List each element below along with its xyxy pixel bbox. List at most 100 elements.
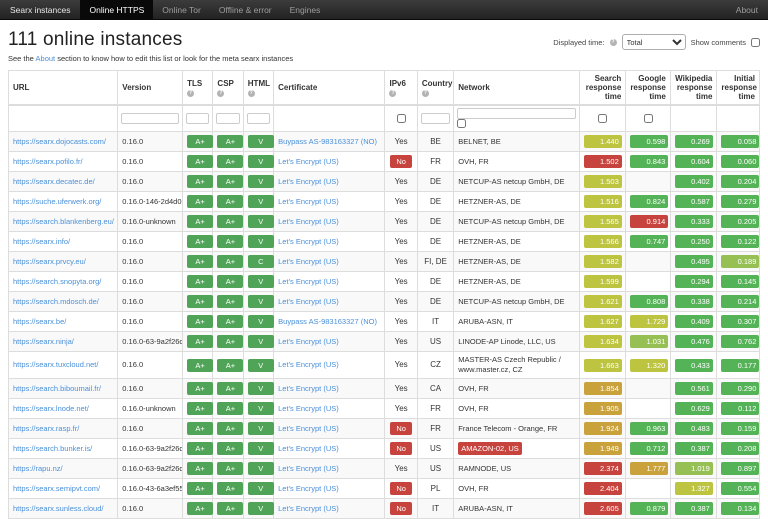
csp-grade-badge[interactable]: A+ bbox=[217, 482, 244, 495]
network-filter-input[interactable] bbox=[457, 108, 576, 119]
tls-grade-badge[interactable]: A+ bbox=[187, 462, 214, 475]
nav-about-link[interactable]: About bbox=[735, 5, 758, 15]
tls-info-icon[interactable]: ? bbox=[187, 89, 195, 97]
instance-url-link[interactable]: https://searx.decatec.de/ bbox=[13, 176, 95, 186]
displayed-time-select[interactable]: Total bbox=[621, 34, 686, 50]
instance-url-link[interactable]: https://searx.sunless.cloud/ bbox=[13, 503, 104, 513]
instance-url-link[interactable]: https://suche.uferwerk.org/ bbox=[13, 196, 102, 206]
tls-grade-badge[interactable]: A+ bbox=[187, 382, 214, 395]
tls-grade-badge[interactable]: A+ bbox=[187, 295, 214, 308]
html-grade-badge[interactable]: V bbox=[247, 382, 274, 395]
html-grade-badge[interactable]: V bbox=[247, 295, 274, 308]
instance-url-link[interactable]: https://searx.dojocasts.com/ bbox=[13, 136, 106, 146]
certificate-link[interactable]: Let's Encrypt (US) bbox=[278, 236, 339, 246]
html-grade-badge[interactable]: V bbox=[247, 155, 274, 168]
csp-grade-badge[interactable]: A+ bbox=[217, 275, 244, 288]
certificate-link[interactable]: Let's Encrypt (US) bbox=[278, 336, 339, 346]
csp-grade-badge[interactable]: A+ bbox=[217, 502, 244, 515]
tls-grade-badge[interactable]: A+ bbox=[187, 235, 214, 248]
certificate-link[interactable]: Let's Encrypt (US) bbox=[278, 463, 339, 473]
csp-grade-badge[interactable]: A+ bbox=[217, 155, 244, 168]
html-filter-input[interactable] bbox=[246, 113, 271, 124]
ipv6-filter-checkbox[interactable] bbox=[396, 113, 406, 123]
tls-grade-badge[interactable]: A+ bbox=[187, 482, 214, 495]
html-grade-badge[interactable]: V bbox=[247, 422, 274, 435]
html-grade-badge[interactable]: V bbox=[247, 315, 274, 328]
csp-grade-badge[interactable]: A+ bbox=[217, 358, 244, 372]
country-filter-input[interactable] bbox=[420, 113, 451, 124]
csp-info-icon[interactable]: ? bbox=[217, 89, 225, 97]
instance-url-link[interactable]: https://searx.rasp.fr/ bbox=[13, 423, 80, 433]
instance-url-link[interactable]: https://searx.prvcy.eu/ bbox=[13, 256, 86, 266]
csp-grade-badge[interactable]: A+ bbox=[217, 215, 244, 228]
certificate-link[interactable]: Let's Encrypt (US) bbox=[278, 423, 339, 433]
html-info-icon[interactable]: ? bbox=[247, 89, 255, 97]
tab-offline-error[interactable]: Offline & error bbox=[218, 5, 272, 15]
tls-filter-input[interactable] bbox=[186, 113, 210, 124]
tls-grade-badge[interactable]: A+ bbox=[187, 175, 214, 188]
html-grade-badge[interactable]: V bbox=[247, 462, 274, 475]
html-grade-badge[interactable]: V bbox=[247, 502, 274, 515]
ipv6-info-icon[interactable]: ? bbox=[389, 89, 397, 97]
instance-url-link[interactable]: https://searx.semipvt.com/ bbox=[13, 483, 101, 493]
tls-grade-badge[interactable]: A+ bbox=[187, 135, 214, 148]
certificate-link[interactable]: Let's Encrypt (US) bbox=[278, 296, 339, 306]
tab-online-https[interactable]: Online HTTPS bbox=[80, 0, 154, 19]
certificate-link[interactable]: Let's Encrypt (US) bbox=[278, 503, 339, 513]
search-time-filter-checkbox[interactable] bbox=[598, 113, 608, 123]
instance-url-link[interactable]: https://search.biboumail.fr/ bbox=[13, 383, 101, 393]
instance-url-link[interactable]: https://searx.be/ bbox=[13, 316, 67, 326]
certificate-link[interactable]: Let's Encrypt (US) bbox=[278, 156, 339, 166]
csp-grade-badge[interactable]: A+ bbox=[217, 422, 244, 435]
tls-grade-badge[interactable]: A+ bbox=[187, 155, 214, 168]
displayed-time-info-icon[interactable]: ? bbox=[609, 38, 617, 46]
certificate-link[interactable]: Let's Encrypt (US) bbox=[278, 216, 339, 226]
html-grade-badge[interactable]: V bbox=[247, 235, 274, 248]
instance-url-link[interactable]: https://rapu.nz/ bbox=[13, 463, 63, 473]
certificate-link[interactable]: Buypass AS-983163327 (NO) bbox=[278, 136, 377, 146]
version-filter-input[interactable] bbox=[121, 113, 180, 124]
country-info-icon[interactable]: ? bbox=[421, 89, 429, 97]
about-link[interactable]: About bbox=[35, 54, 56, 63]
csp-grade-badge[interactable]: A+ bbox=[217, 442, 244, 455]
instance-url-link[interactable]: https://search.mdosch.de/ bbox=[13, 296, 99, 306]
tls-grade-badge[interactable]: A+ bbox=[187, 442, 214, 455]
html-grade-badge[interactable]: V bbox=[247, 135, 274, 148]
html-grade-badge[interactable]: V bbox=[247, 402, 274, 415]
csp-grade-badge[interactable]: A+ bbox=[217, 255, 244, 268]
tab-online-tor[interactable]: Online Tor bbox=[162, 5, 201, 15]
tls-grade-badge[interactable]: A+ bbox=[187, 335, 214, 348]
instance-url-link[interactable]: https://searx.ninja/ bbox=[13, 336, 74, 346]
tls-grade-badge[interactable]: A+ bbox=[187, 402, 214, 415]
tls-grade-badge[interactable]: A+ bbox=[187, 195, 214, 208]
tab-engines[interactable]: Engines bbox=[289, 5, 321, 15]
tls-grade-badge[interactable]: A+ bbox=[187, 215, 214, 228]
certificate-link[interactable]: Let's Encrypt (US) bbox=[278, 196, 339, 206]
csp-grade-badge[interactable]: A+ bbox=[217, 195, 244, 208]
html-grade-badge[interactable]: V bbox=[247, 442, 274, 455]
tls-grade-badge[interactable]: A+ bbox=[187, 358, 214, 372]
certificate-link[interactable]: Buypass AS-983163327 (NO) bbox=[278, 316, 377, 326]
tls-grade-badge[interactable]: A+ bbox=[187, 315, 214, 328]
certificate-link[interactable]: Let's Encrypt (US) bbox=[278, 276, 339, 286]
csp-grade-badge[interactable]: A+ bbox=[217, 315, 244, 328]
tls-grade-badge[interactable]: A+ bbox=[187, 255, 214, 268]
certificate-link[interactable]: Let's Encrypt (US) bbox=[278, 256, 339, 266]
instance-url-link[interactable]: https://search.snopyta.org/ bbox=[13, 276, 102, 286]
csp-grade-badge[interactable]: A+ bbox=[217, 462, 244, 475]
html-grade-badge[interactable]: V bbox=[247, 275, 274, 288]
csp-filter-input[interactable] bbox=[216, 113, 240, 124]
network-filter-checkbox[interactable] bbox=[457, 119, 467, 129]
instance-url-link[interactable]: https://search.blankenberg.eu/ bbox=[13, 216, 114, 226]
csp-grade-badge[interactable]: A+ bbox=[217, 235, 244, 248]
instance-url-link[interactable]: https://searx.info/ bbox=[13, 236, 71, 246]
tls-grade-badge[interactable]: A+ bbox=[187, 275, 214, 288]
instance-url-link[interactable]: https://searx.lnode.net/ bbox=[13, 403, 89, 413]
certificate-link[interactable]: Let's Encrypt (US) bbox=[278, 360, 339, 369]
certificate-link[interactable]: Let's Encrypt (US) bbox=[278, 483, 339, 493]
html-grade-badge[interactable]: V bbox=[247, 175, 274, 188]
certificate-link[interactable]: Let's Encrypt (US) bbox=[278, 176, 339, 186]
csp-grade-badge[interactable]: A+ bbox=[217, 135, 244, 148]
html-grade-badge[interactable]: V bbox=[247, 215, 274, 228]
show-comments-checkbox[interactable] bbox=[751, 37, 760, 47]
